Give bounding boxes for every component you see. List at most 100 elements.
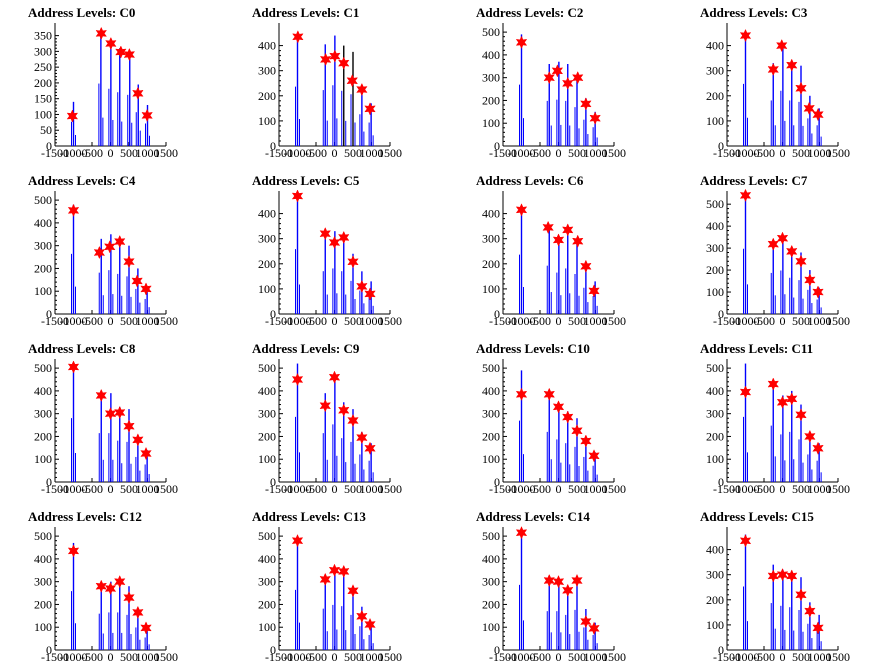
x-tick-label: 0 [108, 314, 114, 328]
peak-marker [795, 588, 807, 602]
y-tick-label: 100 [258, 282, 276, 296]
peak-marker [767, 569, 779, 583]
spike-bar [743, 195, 748, 314]
y-tick-label: 400 [706, 543, 724, 557]
peak-marker [588, 449, 600, 463]
spike-bar [546, 390, 552, 482]
peak-marker [776, 568, 789, 582]
spike-bar [546, 579, 552, 650]
chart-panel: Address Levels: C15 0 100 200 300 400 -1500 -10… [672, 504, 896, 672]
peak-marker [515, 35, 528, 49]
peak-marker [114, 575, 126, 589]
x-tick-label: -1500 [713, 482, 741, 496]
y-tick-label: 200 [34, 261, 52, 275]
x-tick-label: 500 [344, 146, 362, 160]
x-tick-label: -1500 [713, 314, 741, 328]
x-tick-label: 1000 [808, 314, 832, 328]
spike-bar [98, 393, 104, 482]
x-tick-label: 1000 [584, 146, 608, 160]
peak-marker [786, 58, 798, 72]
spike-bar [117, 406, 123, 482]
x-tick-label: -500 [305, 650, 327, 664]
y-tick-label: 0 [718, 475, 724, 489]
spike-bar [789, 248, 795, 314]
spike-bar [574, 75, 580, 146]
spike-bar [546, 226, 552, 314]
x-tick-label: 500 [792, 482, 810, 496]
spike-bar [565, 64, 571, 146]
x-tick-label: -500 [753, 146, 775, 160]
y-tick-label: 300 [34, 239, 52, 253]
spike-bar [71, 542, 76, 650]
spike-bar [780, 45, 786, 146]
y-tick-label: 200 [34, 429, 52, 443]
x-tick-label: -1000 [508, 482, 536, 496]
y-tick-label: 100 [706, 618, 724, 632]
x-tick-label: 1500 [378, 482, 402, 496]
y-tick-label: 200 [258, 257, 276, 271]
y-tick-label: 300 [482, 71, 500, 85]
spike-bar [322, 236, 328, 314]
peak-marker [562, 410, 574, 424]
peak-marker [292, 30, 304, 44]
peak-marker [95, 26, 107, 41]
y-tick-label: 0 [270, 475, 276, 489]
x-tick-label: 1500 [602, 482, 626, 496]
peak-marker [67, 544, 80, 558]
x-tick-label: 1500 [378, 314, 402, 328]
peak-marker [140, 282, 152, 296]
x-tick-label: 1000 [808, 650, 832, 664]
peak-marker [328, 370, 341, 384]
y-tick-label: 400 [706, 219, 724, 233]
chart-title: Address Levels: C5 [252, 173, 360, 188]
y-tick-label: 500 [34, 193, 52, 207]
y-tick-label: 300 [258, 407, 276, 421]
chart-panel: Address Levels: C14 0 100 200 300 400 500 -1500… [448, 504, 672, 672]
x-tick-label: 1500 [826, 482, 850, 496]
x-tick-label: 0 [332, 650, 338, 664]
y-tick-label: 0 [270, 643, 276, 657]
y-tick-label: 400 [482, 384, 500, 398]
y-tick-label: 300 [482, 232, 500, 246]
peak-marker [364, 617, 376, 632]
peak-marker [319, 399, 331, 413]
spike-bar [556, 404, 562, 482]
spike-bar [816, 614, 822, 650]
peak-marker [66, 109, 79, 123]
spike-bar [798, 577, 804, 650]
chart-panel: Address Levels: C12 0 100 200 300 400 500 -1500… [0, 504, 224, 672]
x-tick-label: 1500 [154, 482, 178, 496]
y-tick-label: 100 [34, 620, 52, 634]
y-tick-label: 500 [706, 197, 724, 211]
x-tick-label: -1000 [732, 146, 760, 160]
spike-bar [519, 34, 524, 146]
chart-title: Address Levels: C13 [252, 509, 366, 524]
peak-marker [739, 534, 752, 548]
peak-marker [140, 621, 152, 635]
x-tick-label: 1500 [602, 314, 626, 328]
chart-title: Address Levels: C0 [28, 5, 136, 20]
x-tick-label: 0 [556, 650, 562, 664]
peak-marker [776, 395, 789, 409]
peak-marker [338, 564, 350, 579]
y-tick-label: 0 [46, 307, 52, 321]
y-tick-label: 0 [46, 139, 52, 153]
y-tick-label: 200 [706, 429, 724, 443]
x-tick-label: -500 [529, 314, 551, 328]
x-tick-label: -500 [81, 314, 103, 328]
x-tick-label: -1000 [732, 314, 760, 328]
x-tick-label: 500 [120, 650, 138, 664]
x-tick-label: -1500 [41, 482, 69, 496]
y-tick-label: 0 [718, 643, 724, 657]
peak-marker [104, 240, 116, 254]
peak-marker [123, 419, 135, 433]
chart-title: Address Levels: C14 [476, 509, 590, 524]
x-tick-label: 1000 [360, 650, 384, 664]
peak-marker [515, 387, 528, 401]
y-tick-label: 400 [706, 384, 724, 398]
spike-bar [770, 379, 776, 482]
peak-marker [739, 188, 752, 203]
chart-panel: Address Levels: C13 0 100 200 300 400 500 -1500… [224, 504, 448, 672]
